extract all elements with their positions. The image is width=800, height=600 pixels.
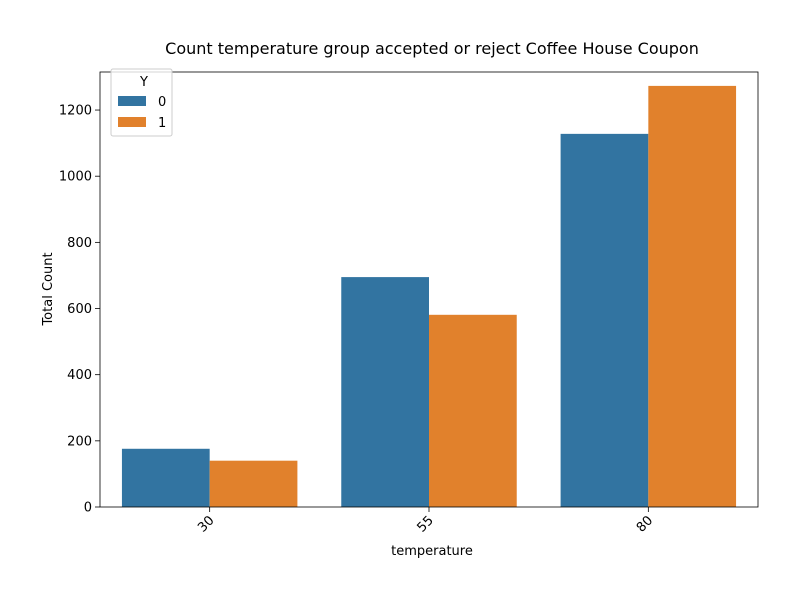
y-axis-label: Total Count <box>41 252 56 326</box>
y-tick-label: 600 <box>67 302 92 317</box>
x-tick-label: 30 <box>195 513 217 535</box>
x-axis: 30 55 80 <box>195 507 656 536</box>
bar-80-series-1 <box>648 85 737 507</box>
legend-label-0: 0 <box>158 95 166 110</box>
legend-swatch-1 <box>118 117 146 127</box>
bar-55-series-0 <box>341 277 429 507</box>
x-axis-label: temperature <box>391 544 473 559</box>
y-tick-label: 400 <box>67 368 92 383</box>
legend-label-1: 1 <box>158 116 166 131</box>
bar-30-series-1 <box>209 460 298 507</box>
legend: Y 0 1 <box>110 68 173 137</box>
y-tick-label: 200 <box>67 434 92 449</box>
legend-title: Y <box>139 75 148 90</box>
x-tick-label: 55 <box>415 513 437 535</box>
y-tick-label: 1200 <box>59 104 92 119</box>
y-tick-label: 800 <box>67 236 92 251</box>
y-tick-label: 1000 <box>59 170 92 185</box>
legend-swatch-0 <box>118 96 146 106</box>
x-tick-label: 80 <box>634 513 656 535</box>
y-axis: 0 200 400 600 800 1000 1200 <box>59 104 100 516</box>
y-tick-label: 0 <box>84 501 92 516</box>
bar-55-series-1 <box>429 314 517 507</box>
bar-30-series-0 <box>121 448 210 507</box>
bars-group <box>121 85 737 507</box>
bar-80-series-0 <box>560 133 649 507</box>
chart-title: Count temperature group accepted or reje… <box>165 39 699 58</box>
plot-frame <box>99 71 759 508</box>
